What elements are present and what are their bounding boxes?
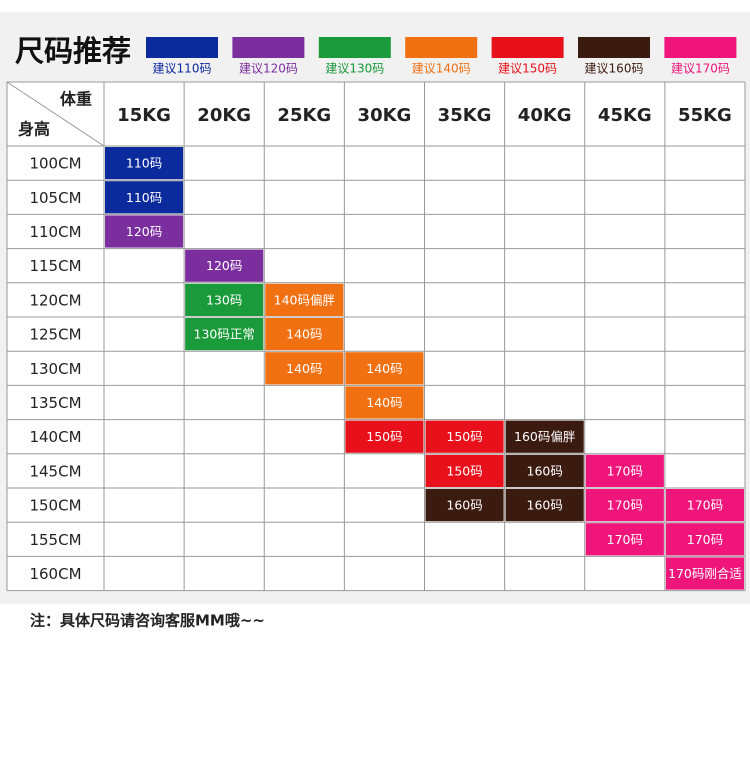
grid-line xyxy=(6,81,105,147)
row-label: 100CM xyxy=(29,155,81,173)
size-cell xyxy=(345,352,424,385)
size-cell xyxy=(105,181,184,214)
size-cell-text: 160码 xyxy=(527,498,563,513)
row-label: 105CM xyxy=(29,189,81,207)
row-label: 130CM xyxy=(29,360,81,378)
size-cell-text: 160码 xyxy=(446,498,482,513)
legend-label: 建议120码 xyxy=(239,62,298,76)
size-cell xyxy=(265,283,344,316)
size-cell xyxy=(185,249,264,282)
column-header: 20KG xyxy=(197,105,251,126)
size-cell xyxy=(425,454,504,487)
legend-swatch xyxy=(491,37,564,58)
column-header: 30KG xyxy=(358,105,412,126)
row-label: 145CM xyxy=(29,462,81,480)
size-cell-text: 160码偏胖 xyxy=(514,429,575,444)
row-label: 110CM xyxy=(29,223,81,241)
legend-label: 建议170码 xyxy=(671,62,730,76)
size-cell xyxy=(665,557,744,590)
size-cell-text: 130码 xyxy=(206,292,242,307)
size-cell-text: 140码 xyxy=(366,361,402,376)
size-cell-text: 160码 xyxy=(527,463,563,478)
size-cell-text: 150码 xyxy=(446,463,482,478)
corner-top: 体重 xyxy=(60,90,92,109)
size-cell-text: 140码 xyxy=(286,327,322,342)
row-label: 125CM xyxy=(29,326,81,344)
size-cell xyxy=(585,523,664,556)
row-label: 140CM xyxy=(29,428,81,446)
size-cell xyxy=(665,523,744,556)
legend-swatch xyxy=(405,37,478,58)
size-cell-text: 170码 xyxy=(687,498,723,513)
size-cell xyxy=(425,489,504,522)
size-cell-text: 170码 xyxy=(607,498,643,513)
size-cell xyxy=(585,454,664,487)
size-cell-text: 130码正常 xyxy=(194,327,255,342)
column-header: 55KG xyxy=(678,105,732,126)
size-cell xyxy=(265,318,344,351)
size-cell-text: 150码 xyxy=(366,429,402,444)
legend-swatch xyxy=(578,37,650,58)
column-header: 15KG xyxy=(117,105,171,126)
legend-label: 建议160码 xyxy=(585,62,644,76)
size-cell xyxy=(505,489,584,522)
size-cell-text: 170码刚合适 xyxy=(668,566,742,581)
column-header: 45KG xyxy=(598,105,652,126)
note: 注：具体尺码请咨询客服MM哦~~ xyxy=(30,612,265,630)
corner-bottom: 身高 xyxy=(18,120,50,139)
row-label: 135CM xyxy=(29,394,81,412)
column-header: 25KG xyxy=(277,105,331,126)
row-label: 155CM xyxy=(29,531,81,549)
size-cell xyxy=(345,386,424,419)
legend-label: 建议150码 xyxy=(498,62,557,76)
row-label: 160CM xyxy=(29,565,81,583)
size-cell xyxy=(665,489,744,522)
row-label: 150CM xyxy=(29,497,81,515)
size-cell-text: 110码 xyxy=(126,156,162,171)
size-cell xyxy=(585,489,664,522)
size-cell xyxy=(185,318,264,351)
legend-swatch xyxy=(318,37,391,58)
column-header: 35KG xyxy=(438,105,492,126)
size-cell-text: 120码 xyxy=(126,224,162,239)
size-cell xyxy=(105,147,184,180)
size-cell xyxy=(505,454,584,487)
size-cell-text: 150码 xyxy=(446,429,482,444)
column-header: 40KG xyxy=(518,105,572,126)
size-cell xyxy=(345,420,424,453)
legend-label: 建议130码 xyxy=(325,62,384,76)
size-cell-text: 170码 xyxy=(687,532,723,547)
row-label: 120CM xyxy=(29,291,81,309)
legend-swatch xyxy=(146,37,218,58)
size-cell xyxy=(265,352,344,385)
legend-label: 建议110码 xyxy=(153,62,212,76)
size-cell-text: 120码 xyxy=(206,258,242,273)
size-cell-text: 170码 xyxy=(607,532,643,547)
row-label: 115CM xyxy=(29,257,81,275)
legend-label: 建议140码 xyxy=(412,62,471,76)
legend-swatch xyxy=(232,37,305,58)
size-cell xyxy=(185,283,264,316)
size-cell-text: 140码偏胖 xyxy=(274,292,335,307)
size-cell-text: 110码 xyxy=(126,190,162,205)
legend-swatch xyxy=(664,37,737,58)
size-cell xyxy=(505,420,584,453)
size-cell xyxy=(105,215,184,248)
size-cell-text: 140码 xyxy=(366,395,402,410)
size-cell-text: 140码 xyxy=(286,361,322,376)
size-cell-text: 170码 xyxy=(607,463,643,478)
size-cell xyxy=(425,420,504,453)
title: 尺码推荐 xyxy=(15,34,131,68)
